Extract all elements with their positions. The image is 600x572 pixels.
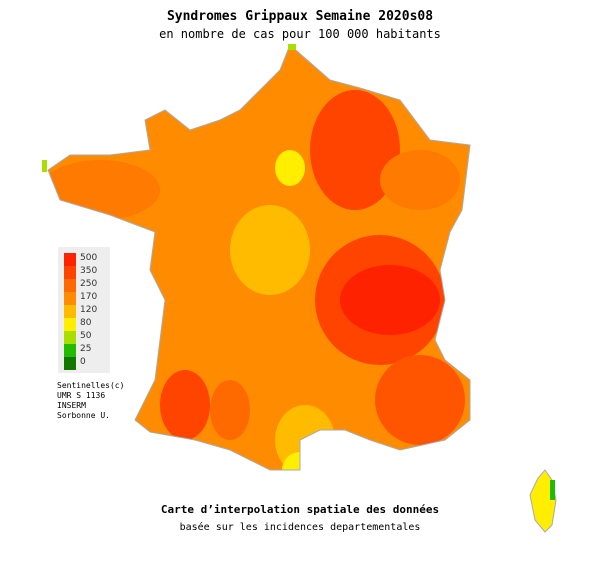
legend-label: 350	[80, 266, 98, 276]
legend-swatch	[64, 318, 76, 331]
map-subtitle: en nombre de cas pour 100 000 habitants	[159, 27, 441, 41]
legend-label: 25	[80, 344, 92, 354]
caption: Carte d’interpolation spatiale des donné…	[160, 503, 440, 516]
legend-swatch	[64, 331, 76, 344]
legend: 500 350 250 170 120 80 50 25 0	[58, 247, 110, 373]
region-provence	[375, 355, 465, 445]
region-paris	[275, 150, 305, 186]
legend-label: 80	[80, 318, 92, 328]
legend-swatch	[64, 292, 76, 305]
legend-label: 170	[80, 292, 98, 302]
region-southwest	[160, 370, 210, 440]
credit-line: Sentinelles(c)	[57, 381, 125, 390]
legend-swatch	[64, 266, 76, 279]
region-alps	[340, 265, 440, 335]
legend-label: 50	[80, 331, 92, 341]
legend-swatch	[64, 279, 76, 292]
region-alsace	[380, 150, 460, 210]
map-title: Syndromes Grippaux Semaine 2020s08	[166, 9, 434, 24]
legend-label: 250	[80, 279, 98, 289]
legend-swatch	[64, 344, 76, 357]
legend-label: 120	[80, 305, 98, 315]
legend-label: 500	[80, 253, 98, 263]
legend-swatch	[64, 253, 76, 266]
credits: Sentinelles(c) UMR S 1136 INSERM Sorbonn…	[57, 381, 124, 421]
region-center	[230, 205, 310, 295]
region-brittany	[48, 160, 160, 220]
legend-label: 0	[80, 357, 86, 367]
region-northeast	[310, 90, 400, 210]
caption-sub: basée sur les incidences departementales	[179, 522, 421, 533]
region-gers	[210, 380, 250, 440]
legend-swatch	[64, 305, 76, 318]
legend-swatch	[64, 357, 76, 370]
credit-line: INSERM	[57, 401, 86, 410]
credit-line: UMR S 1136	[57, 391, 106, 400]
credit-line: Sorbonne U.	[57, 411, 110, 420]
